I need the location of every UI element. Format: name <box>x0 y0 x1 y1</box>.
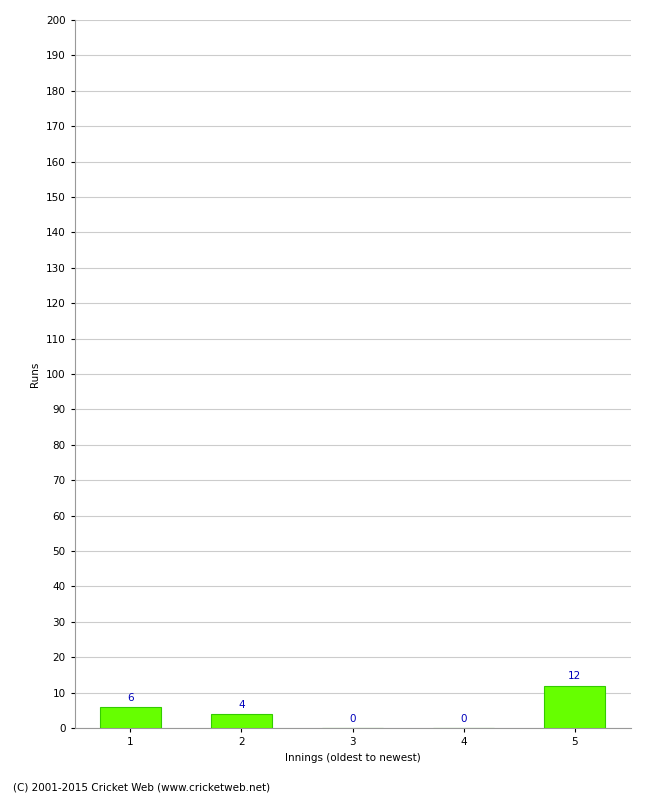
Text: 12: 12 <box>568 671 582 682</box>
Text: 0: 0 <box>350 714 356 724</box>
Bar <box>211 714 272 728</box>
Text: 0: 0 <box>460 714 467 724</box>
Text: (C) 2001-2015 Cricket Web (www.cricketweb.net): (C) 2001-2015 Cricket Web (www.cricketwe… <box>13 782 270 792</box>
Bar <box>99 706 161 728</box>
Text: 4: 4 <box>238 699 245 710</box>
Text: 6: 6 <box>127 693 134 702</box>
Bar <box>544 686 606 728</box>
Y-axis label: Runs: Runs <box>31 362 40 386</box>
X-axis label: Innings (oldest to newest): Innings (oldest to newest) <box>285 753 421 762</box>
